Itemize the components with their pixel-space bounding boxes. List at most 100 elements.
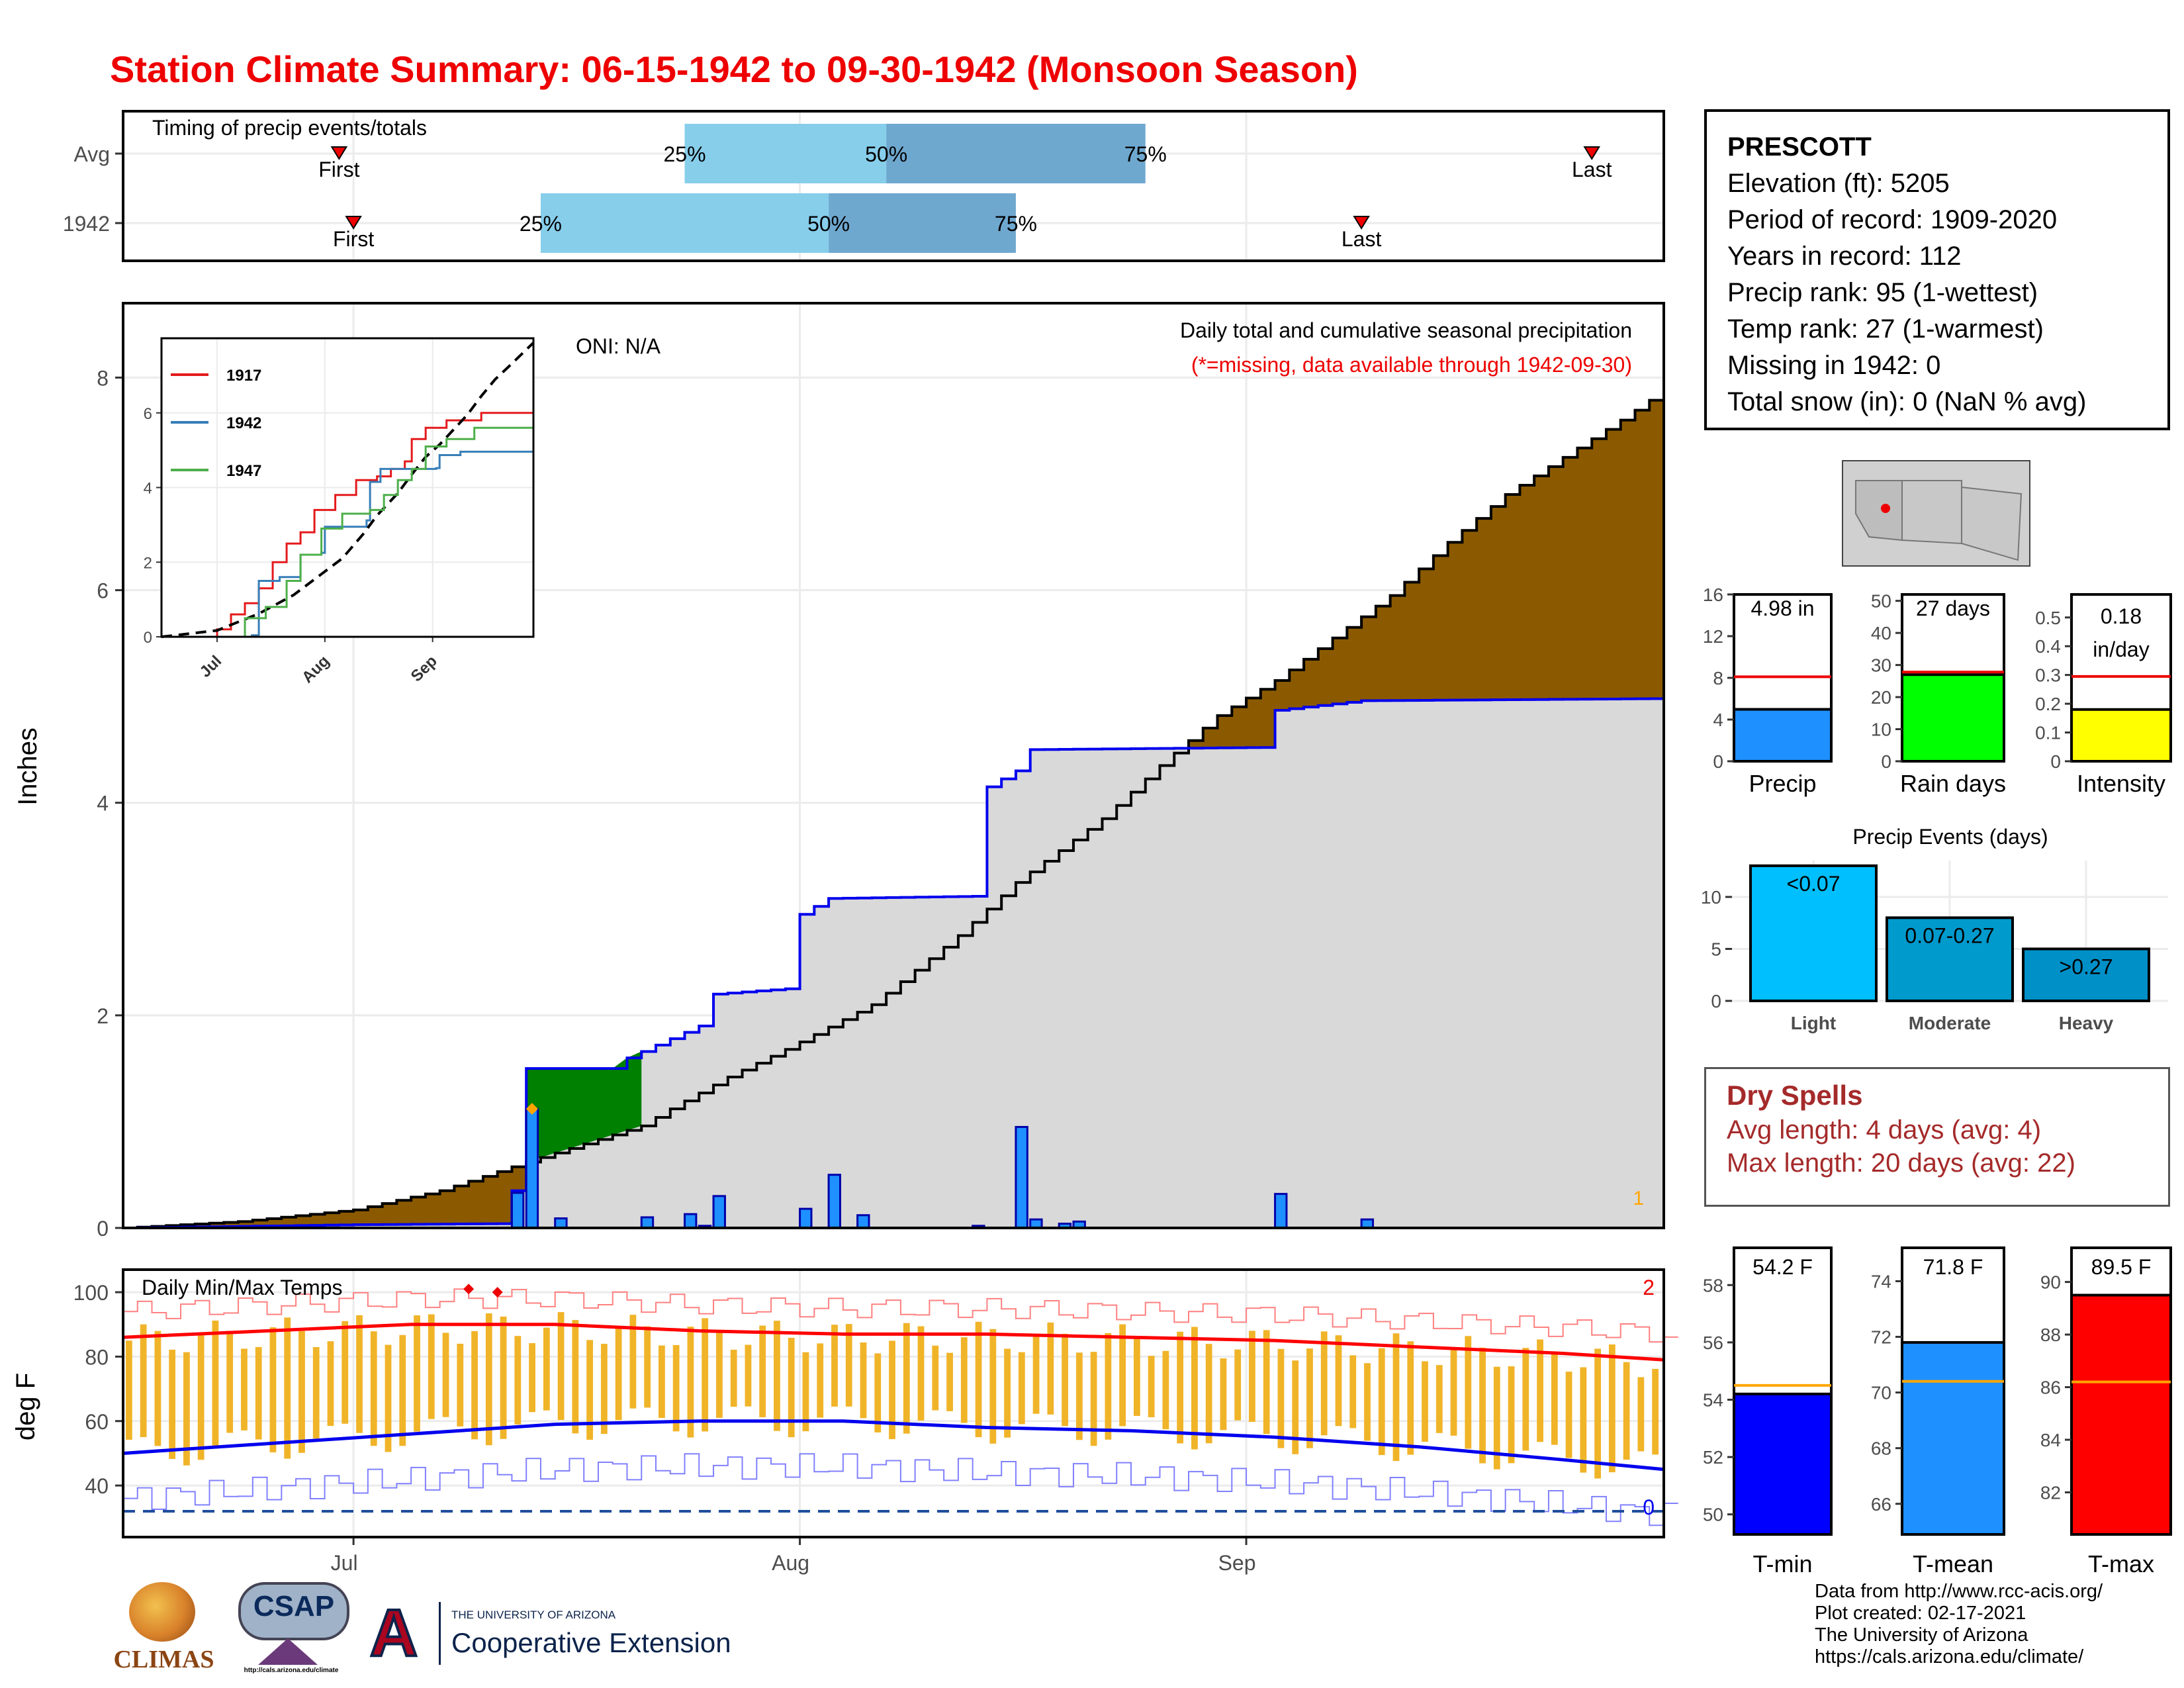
station-snow: Total snow (in): 0 (NaN % avg)	[1727, 387, 2087, 416]
first-event-label: First	[318, 158, 359, 181]
daily-temp-range-bar	[1277, 1348, 1285, 1448]
daily-temp-range-bar	[226, 1331, 234, 1433]
daily-temp-range-bar	[716, 1333, 723, 1418]
state-outline-arizona	[1855, 480, 1903, 541]
daily-temp-range-bar	[889, 1340, 895, 1440]
cumulative-1942-line	[123, 697, 1665, 1229]
precip-y-tick-label: 0	[97, 1217, 109, 1241]
climas-emblem-icon	[129, 1582, 195, 1642]
station-years: Years in record: 112	[1727, 242, 1962, 271]
credits: Data from http://www.rcc-acis.org/ Plot …	[1815, 1581, 2103, 1668]
events-y-tick-label: 10	[1701, 887, 1721, 908]
daily-temp-range-bar	[1594, 1348, 1602, 1479]
daily-temp-range-bar	[745, 1344, 752, 1407]
temp-summary-value-label: 71.8 F	[1923, 1255, 1983, 1279]
tmin-average-line	[122, 1419, 1664, 1472]
dry-spells-max: Max length: 20 days (avg: 22)	[1727, 1149, 2075, 1178]
daily-temp-range-bar	[385, 1344, 392, 1452]
timeline-row-label: 1942	[63, 212, 110, 236]
daily-temp-range-bar	[802, 1352, 809, 1432]
daily-temp-range-bar	[860, 1342, 867, 1419]
precip-missing-count: 1	[1633, 1188, 1644, 1209]
events-bar	[1886, 916, 2014, 1002]
daily-temp-range-bar	[414, 1315, 420, 1432]
inset-y-tick-label: 6	[144, 405, 152, 423]
temp-x-tick-label: Jul	[331, 1551, 358, 1575]
daily-temp-range-bar	[1090, 1352, 1097, 1446]
events-bar-label: 0.07-0.27	[1905, 923, 1994, 947]
daily-precip-bar	[684, 1213, 698, 1229]
daily-temp-range-bar	[1392, 1333, 1400, 1462]
daily-temp-range-bar	[341, 1321, 349, 1424]
temp-summary-bar	[1901, 1340, 2005, 1536]
summary-category-label: Intensity	[2077, 770, 2165, 797]
daily-temp-range-bar	[629, 1315, 637, 1409]
daily-temp-range-bar	[960, 1337, 968, 1423]
events-category-label: Light	[1791, 1013, 1836, 1033]
daily-temp-range-bar	[327, 1341, 334, 1427]
daily-temp-range-bar	[212, 1320, 219, 1446]
daily-temp-range-bar	[1105, 1333, 1112, 1440]
events-bar	[1749, 864, 1878, 1002]
daily-precip-bar	[525, 1107, 539, 1229]
daily-temp-range-bar	[1062, 1333, 1068, 1427]
daily-temp-range-bar	[946, 1352, 953, 1411]
tmax-average-line	[122, 1323, 1664, 1362]
daily-temp-range-bar	[903, 1323, 910, 1434]
daily-temp-range-bar	[154, 1331, 161, 1446]
summary-y-tick-label: 8	[1713, 668, 1723, 688]
summary-category-label: Precip	[1749, 770, 1816, 797]
summary-y-tick-label: 4	[1713, 710, 1723, 730]
state-outline-new-mexico	[1901, 480, 1962, 545]
csap-logo-url: http://cals.arizona.edu/climate	[244, 1667, 339, 1674]
station-location-marker-icon	[1881, 504, 1890, 513]
last-event-label: Last	[1342, 227, 1382, 251]
csap-logo-text: CSAP	[253, 1590, 335, 1622]
daily-temp-range-bar	[1565, 1372, 1572, 1458]
temp-summary-y-tick-label: 86	[2040, 1378, 2061, 1398]
timeline-row-label: Avg	[73, 142, 110, 166]
temp-summary-category-label: T-max	[2088, 1550, 2154, 1577]
summary-y-tick-label: 50	[1871, 591, 1891, 612]
csap-logo: CSAP http://cals.arizona.edu/climate	[232, 1582, 351, 1681]
timeline-frame	[122, 110, 1665, 262]
summary-y-tick-label: 16	[1703, 585, 1723, 605]
daily-temp-range-bar	[1306, 1348, 1313, 1448]
daily-temp-range-bar	[1508, 1366, 1515, 1464]
inset-y-tick-label: 4	[144, 480, 152, 498]
daily-temp-range-bar	[1364, 1363, 1371, 1441]
first-event-label: First	[333, 227, 374, 251]
temp-summary-bar	[1733, 1392, 1833, 1536]
state-outline-texas	[1961, 486, 2023, 561]
daily-temp-range-bar	[1407, 1341, 1414, 1455]
daily-temp-range-bar	[557, 1312, 565, 1421]
daily-temp-range-bar	[370, 1331, 377, 1446]
daily-temp-range-bar	[1032, 1335, 1040, 1414]
summary-value-label: 0.18	[2101, 604, 2142, 628]
station-precip-rank: Precip rank: 95 (1-wettest)	[1727, 278, 2038, 307]
precip-y-tick-label: 8	[97, 366, 109, 390]
inset-y-tick-label: 0	[144, 629, 152, 647]
events-y-tick-label: 5	[1711, 939, 1721, 959]
daily-temp-range-bar	[1162, 1350, 1169, 1430]
daily-temp-range-bar	[774, 1321, 780, 1431]
daily-temp-range-bar	[1205, 1344, 1212, 1444]
temp-summary-category-label: T-mean	[1913, 1550, 1993, 1577]
daily-temp-range-bar	[932, 1345, 939, 1411]
daily-temp-range-bar	[1234, 1349, 1242, 1421]
station-temp-rank: Temp rank: 27 (1-warmest)	[1727, 314, 2044, 344]
temp-x-tick-label: Sep	[1218, 1551, 1256, 1575]
daily-precip-bar	[799, 1207, 813, 1229]
inset-legend-label: 1942	[226, 414, 261, 432]
station-info-panel: PRESCOTT Elevation (ft): 5205 Period of …	[1704, 109, 2170, 430]
first-event-marker-icon	[330, 146, 348, 160]
temp-summary-category-label: T-min	[1753, 1550, 1813, 1577]
credit-university: The University of Arizona	[1815, 1624, 2028, 1646]
summary-category-label: Rain days	[1900, 770, 2006, 797]
precip-y-tick-label: 4	[97, 792, 109, 816]
temp-summary-y-tick-label: 66	[1871, 1494, 1891, 1515]
timeline-q50-label: 50%	[807, 212, 850, 236]
station-name: PRESCOTT	[1727, 132, 1872, 162]
events-y-tick-label: 0	[1711, 991, 1721, 1011]
temp-high-count: 2	[1643, 1276, 1655, 1299]
